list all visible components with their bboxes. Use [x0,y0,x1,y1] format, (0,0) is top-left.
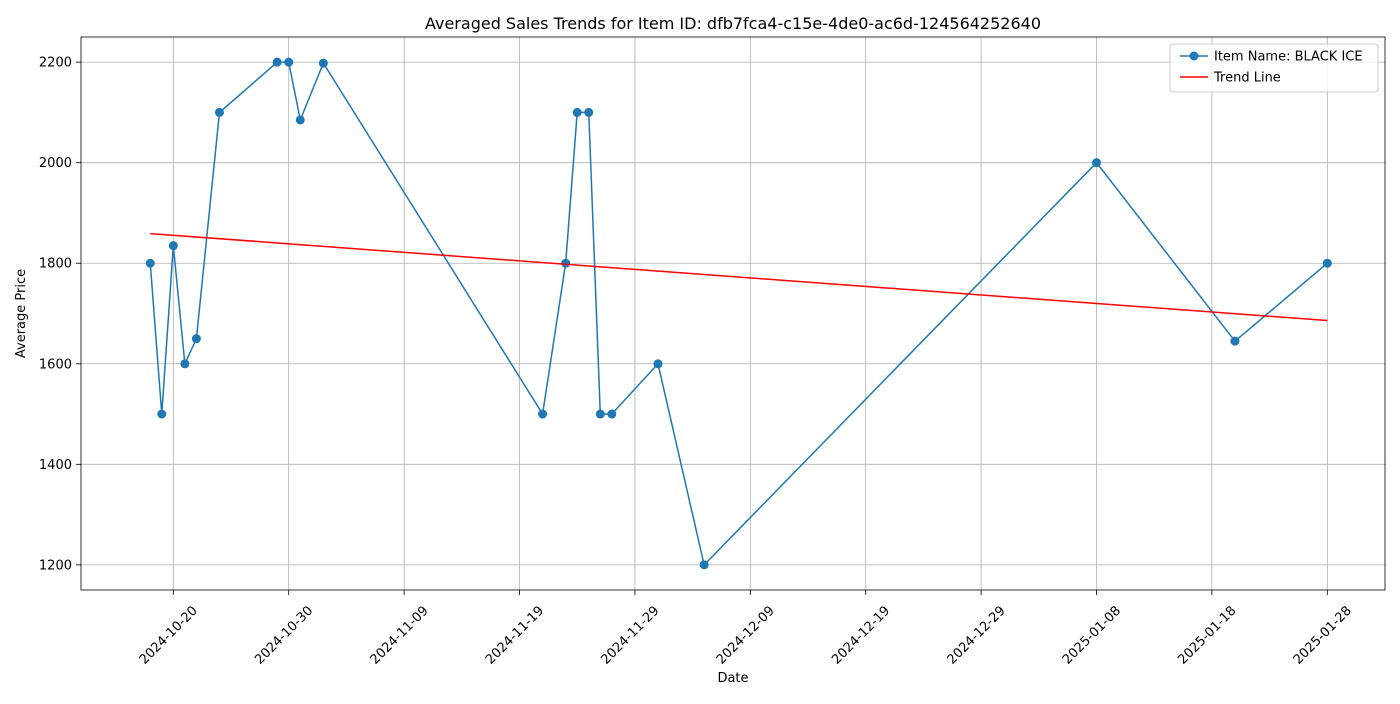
series-0 [145,57,1332,570]
data-point [214,107,224,117]
x-axis-label: Date [717,671,748,686]
data-point [191,334,201,344]
data-point [607,409,617,419]
data-point [1092,158,1102,168]
legend-label: Trend Line [1213,71,1281,86]
x-tick-label: 2024-11-19 [483,604,547,668]
x-tick-label: 2024-12-29 [945,604,1009,668]
series-line [150,232,1328,322]
y-tick-label: 1600 [39,357,72,372]
x-tick-label: 2024-10-20 [137,604,201,668]
x-tick-label: 2025-01-18 [1175,604,1239,668]
data-point [699,560,709,570]
data-point [561,258,571,268]
y-tick-label: 2200 [39,56,72,71]
x-axis: 2024-10-20 2024-10-30 2024-11-09 2024-11-19… [137,590,1355,668]
data-point [284,57,294,67]
series-line [149,61,1328,567]
y-tick-label: 2000 [39,156,72,171]
data-point [595,409,605,419]
x-tick-label: 2024-10-30 [252,604,316,668]
legend-label: Item Name: BLACK ICE [1214,50,1363,65]
legend: Item Name: BLACK ICE Trend Line [1169,43,1379,93]
x-tick-label: 2024-11-29 [598,604,662,668]
axes-frame [80,36,1386,591]
y-axis-label: Average Price [14,269,29,358]
y-tick-label: 1200 [39,558,72,573]
data-point [295,115,305,125]
data-point [180,359,190,369]
series-1 [150,232,1328,322]
x-tick-label: 2025-01-08 [1060,604,1124,668]
series-group [145,57,1332,570]
data-point [572,107,582,117]
chart-title: Averaged Sales Trends for Item ID: dfb7f… [425,14,1041,33]
data-point [584,107,594,117]
data-point [145,258,155,268]
x-tick-label: 2024-11-09 [368,604,432,668]
data-point [272,57,282,67]
x-tick-label: 2024-12-19 [829,604,893,668]
data-point [1230,336,1240,346]
y-tick-label: 1800 [39,257,72,272]
data-point [538,409,548,419]
grid [81,37,1385,590]
data-point [157,409,167,419]
legend-box [1169,43,1379,93]
data-point [653,359,663,369]
x-tick-label: 2024-12-09 [714,604,778,668]
data-point [1322,258,1332,268]
x-tick-label: 2025-01-28 [1291,604,1355,668]
legend-marker [1189,51,1199,61]
y-axis: 1200 1400 1600 1800 2000 2200 [39,56,81,573]
data-point [318,58,328,68]
y-tick-label: 1400 [39,458,72,473]
data-point [168,241,178,251]
